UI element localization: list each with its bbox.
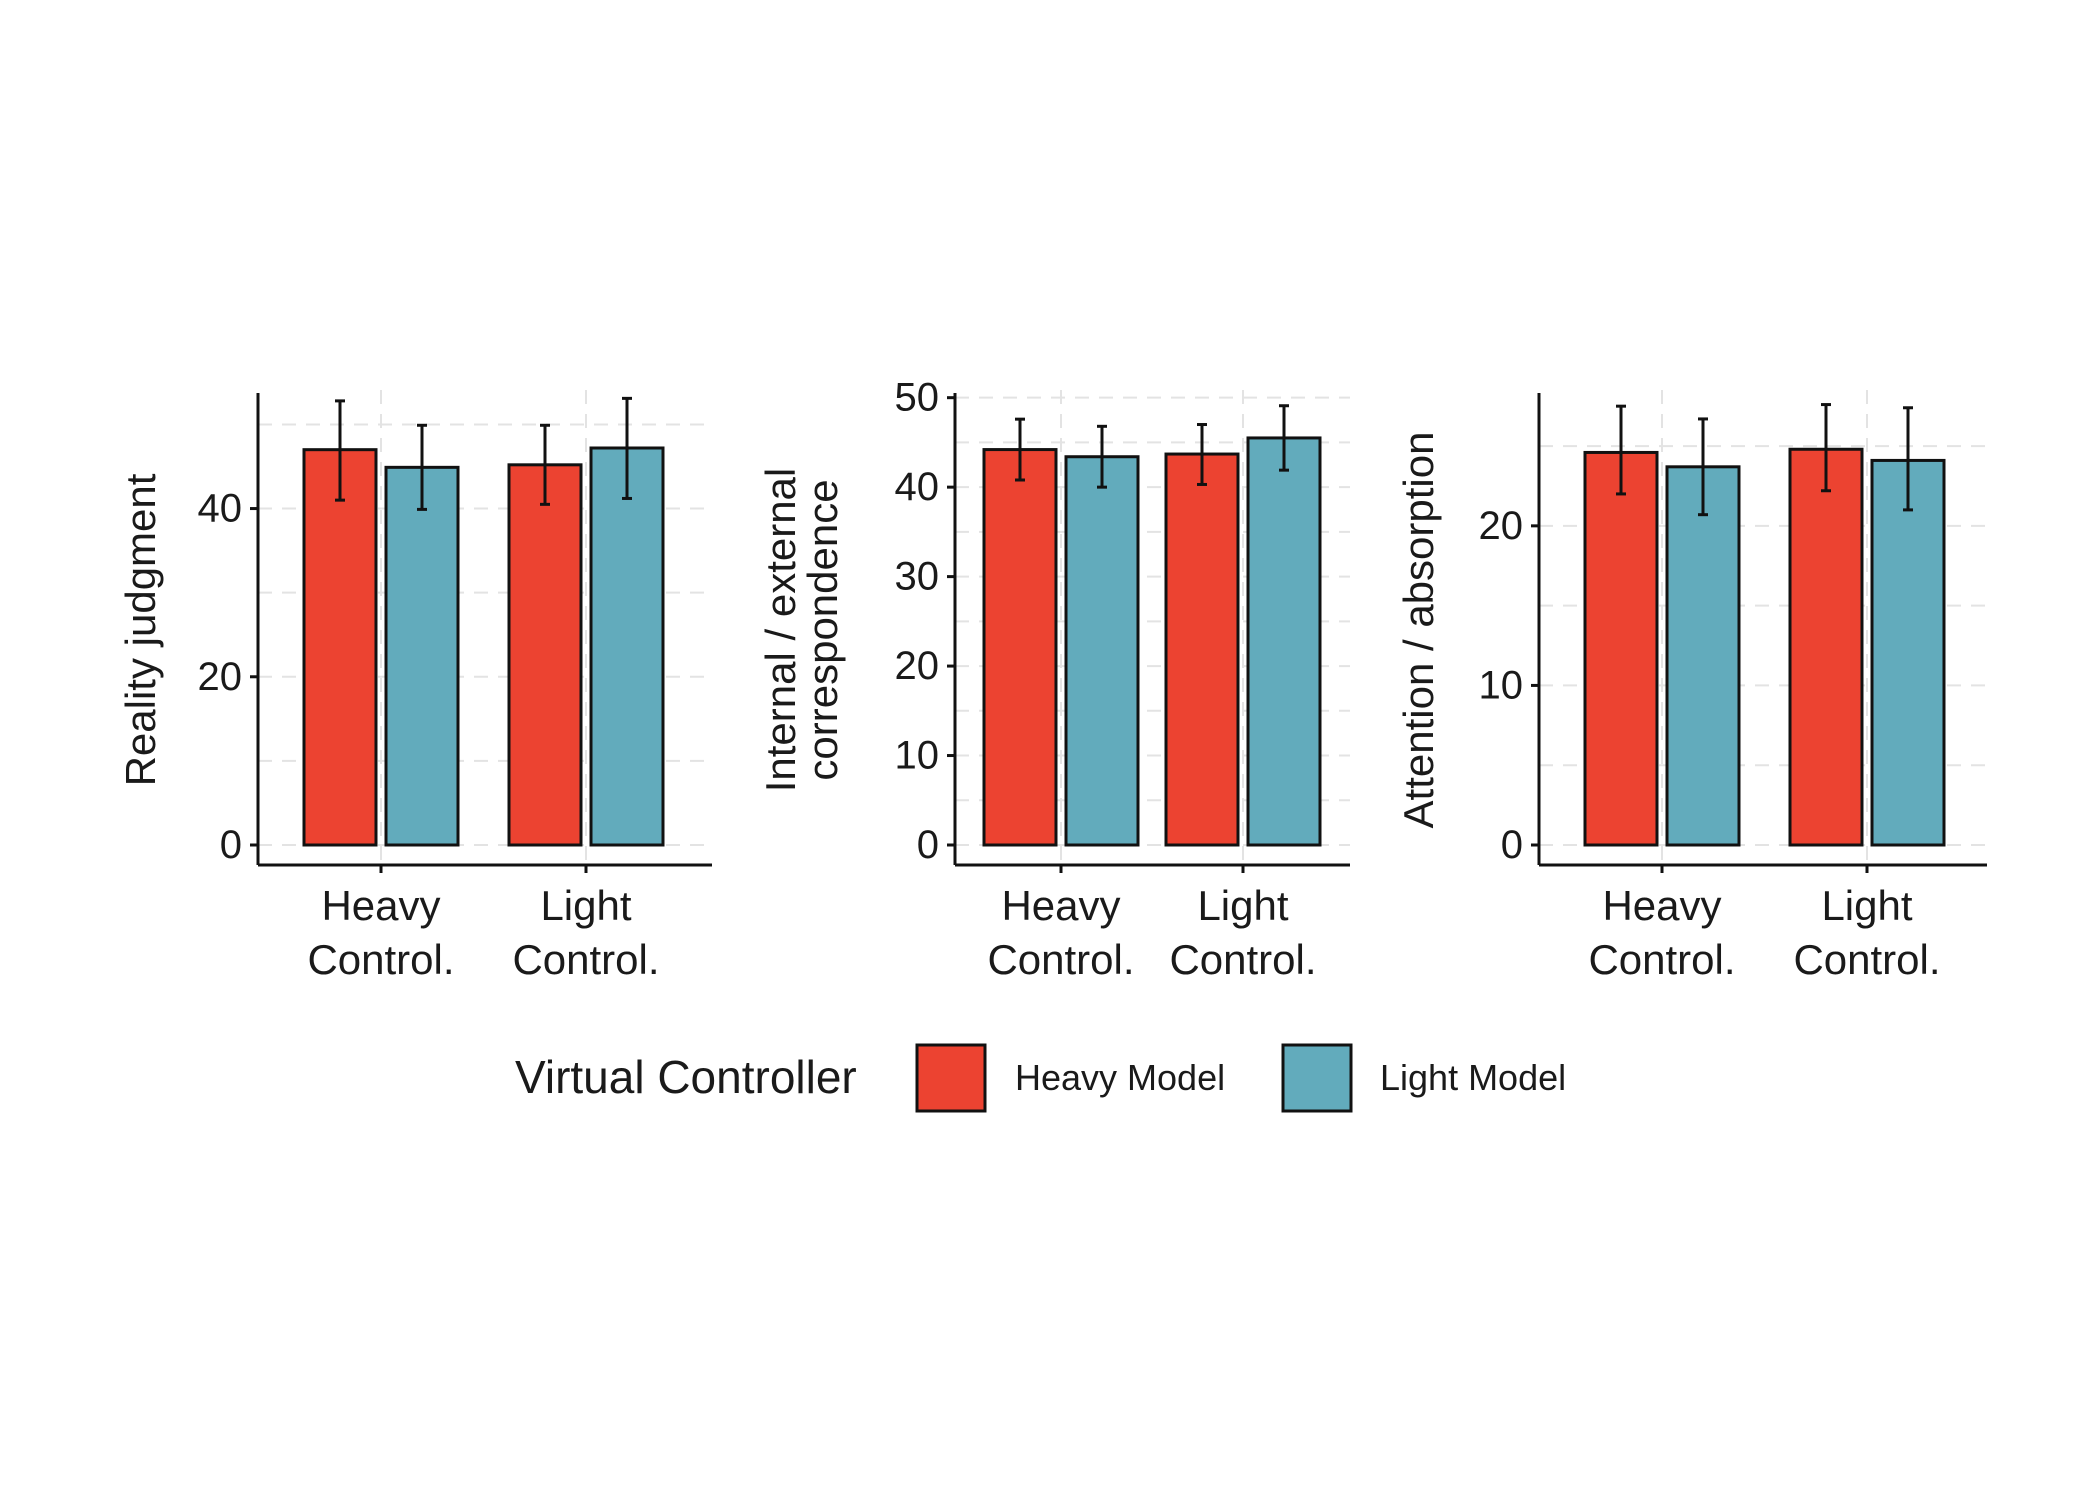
bar-heavy-model (507, 463, 583, 847)
legend-label: Heavy Model (1015, 1057, 1225, 1098)
y-axis-label: Internal / external (757, 468, 804, 793)
y-tick-label: 0 (917, 823, 939, 867)
x-tick-label: Control. (307, 936, 454, 983)
y-axis-label: correspondence (799, 479, 846, 780)
legend-key-light-model (1281, 1043, 1353, 1113)
bar-heavy-model (1788, 447, 1864, 847)
x-tick-label: Heavy (1602, 882, 1721, 929)
panel-3: 0 10 20 Heavy Control. Light Control. Attention… (1395, 390, 1987, 983)
x-tick-label: Control. (1793, 936, 1940, 983)
panel-1: 0 20 40 Heavy Control. Light Control. Reality j… (117, 390, 712, 983)
y-axis-label: Attention / absorption (1395, 432, 1442, 829)
x-tick-label: Control. (512, 936, 659, 983)
bar-heavy-model (302, 448, 378, 847)
x-tick-label: Control. (987, 936, 1134, 983)
bar-heavy-model (982, 448, 1058, 847)
bar-light-model (1870, 458, 1946, 847)
x-tick-label: Heavy (321, 882, 440, 929)
y-tick-label: 10 (1479, 663, 1524, 707)
panel-2: 0 10 20 30 40 50 Heavy Control. Light Control. Int… (757, 376, 1350, 983)
y-tick-label: 20 (198, 655, 243, 699)
x-tick-label: Light (1821, 882, 1912, 929)
x-tick-label: Heavy (1001, 882, 1120, 929)
legend-label: Light Model (1380, 1057, 1566, 1098)
gridlines (955, 390, 1350, 865)
x-tick-label: Control. (1588, 936, 1735, 983)
bar-light-model (1064, 455, 1140, 847)
bar-heavy-model (1583, 450, 1659, 847)
y-axis-label: Reality judgment (117, 473, 164, 786)
y-tick-label: 20 (895, 644, 940, 688)
y-tick-label: 30 (895, 555, 940, 599)
x-tick-label: Light (540, 882, 631, 929)
bar-heavy-model (1164, 452, 1240, 847)
y-tick-label: 50 (895, 376, 940, 420)
y-tick-label: 0 (1501, 823, 1523, 867)
bar-light-model (1665, 465, 1741, 847)
legend-key-heavy-model (915, 1043, 987, 1113)
bar-light-model (589, 446, 665, 847)
y-tick-label: 40 (895, 465, 940, 509)
y-tick-label: 10 (895, 734, 940, 778)
y-tick-label: 20 (1479, 504, 1524, 548)
y-tick-label: 40 (198, 487, 243, 531)
bar-light-model (384, 465, 460, 847)
legend-title: Virtual Controller (515, 1051, 857, 1103)
y-tick-label: 0 (220, 823, 242, 867)
bar-light-model (1246, 436, 1322, 847)
x-tick-label: Control. (1169, 936, 1316, 983)
x-tick-label: Light (1197, 882, 1288, 929)
legend: Virtual Controller Heavy Model Light Model (515, 1043, 1566, 1113)
